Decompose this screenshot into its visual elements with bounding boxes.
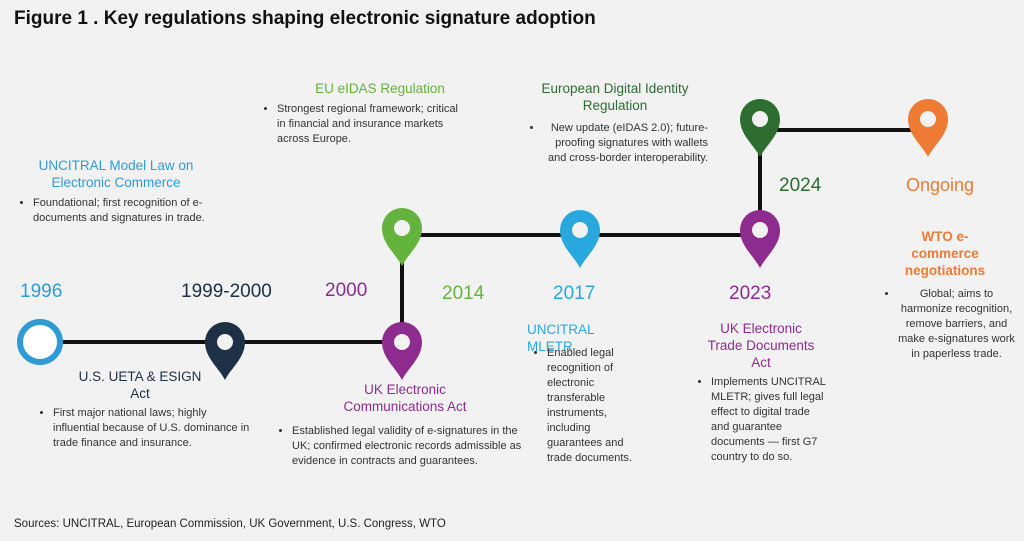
event-bullet-2014: Strongest regional framework; critical i…: [264, 102, 464, 147]
event-title-1999-2000: U.S. UETA & ESIGN Act: [78, 369, 202, 401]
year-ongoing: Ongoing: [906, 175, 975, 195]
event-title-2017: UNCITRAL MLETR: [527, 322, 595, 354]
year-1999-2000: 1999-2000: [181, 281, 272, 302]
event-bullet-2000: Established legal validity of e-signatur…: [279, 424, 539, 469]
pin-2000: [382, 322, 422, 380]
pin-ongoing: [908, 99, 948, 157]
event-bullet-2024: New update (eIDAS 2.0); future-proofing …: [530, 121, 708, 166]
year-2014: 2014: [442, 283, 485, 304]
event-bullet-1996: Foundational; first recognition of e-doc…: [20, 196, 220, 226]
event-bullet-ongoing: Global; aims to harmonize recognition, r…: [885, 287, 1015, 362]
milestone-circle-1996: [17, 319, 63, 365]
pin-2017: [560, 210, 600, 268]
event-title-2023: UK Electronic Trade Documents Act: [707, 321, 815, 370]
pin-1999: [205, 322, 245, 380]
year-2023: 2023: [729, 283, 772, 304]
event-title-ongoing: WTO e-commerce negotiations: [904, 229, 986, 278]
event-title-1996: UNCITRAL Model Law on Electronic Commerc…: [38, 158, 194, 190]
event-bullet-2017: Enabled legal recognition of electronic …: [534, 346, 639, 466]
event-title-2000: UK Electronic Communications Act: [343, 382, 467, 414]
pin-2023: [740, 210, 780, 268]
event-title-2014: EU eIDAS Regulation: [315, 81, 445, 96]
event-bullet-1999-2000: First major national laws; highly influe…: [40, 406, 255, 451]
event-title-2024: European Digital Identity Regulation: [541, 81, 689, 113]
pin-2014: [382, 208, 422, 266]
event-bullet-2023: Implements UNCITRAL MLETR; gives full le…: [698, 375, 828, 465]
year-2024: 2024: [779, 175, 822, 196]
sources-note: Sources: UNCITRAL, European Commission, …: [14, 518, 446, 530]
pin-2024: [740, 99, 780, 157]
year-2000: 2000: [325, 280, 368, 301]
year-1996: 1996: [20, 281, 63, 302]
year-2017: 2017: [553, 283, 596, 304]
figure-title: Figure 1 . Key regulations shaping elect…: [14, 8, 596, 29]
